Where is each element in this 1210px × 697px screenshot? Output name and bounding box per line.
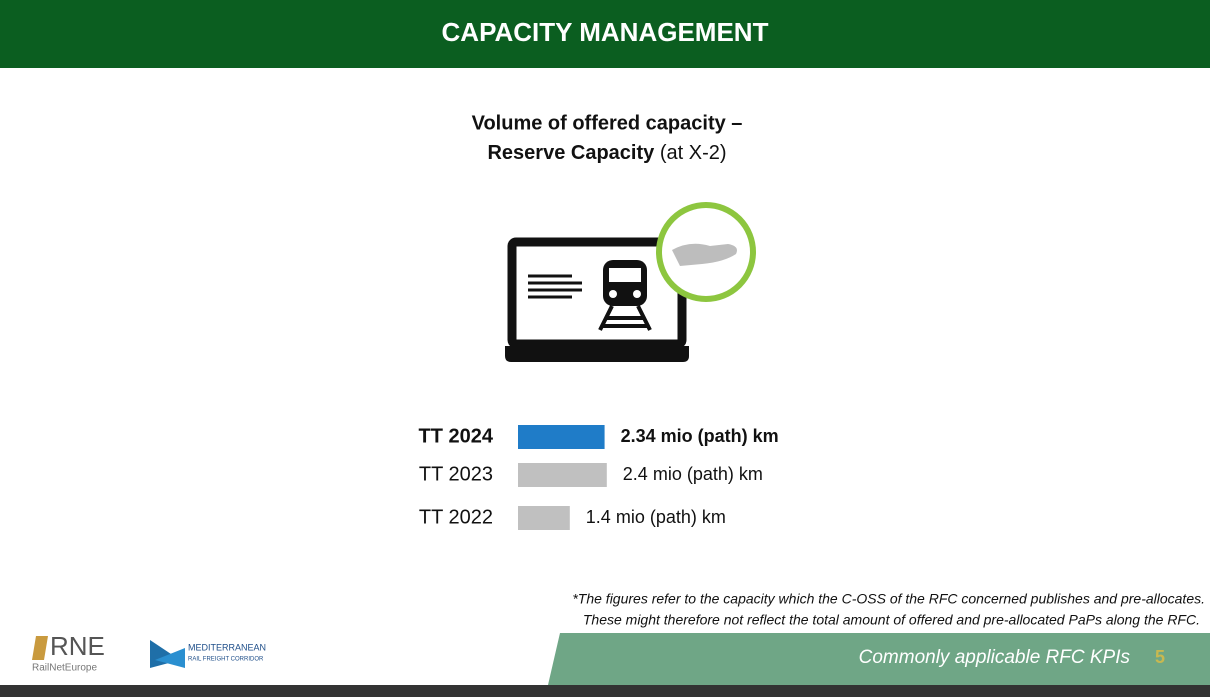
logo-med: RAIL FREIGHT CORRIDOR — [188, 657, 264, 663]
subtitle-rest: (at X-2) — [660, 142, 727, 164]
logos: RNE RailNetEurope MEDITERRANEAN RAIL FRE… — [32, 631, 266, 674]
category-label: TT 2023 — [419, 463, 493, 485]
header-bar — [0, 0, 1210, 68]
header-title: CAPACITY MANAGEMENT — [442, 17, 769, 47]
value-label: 2.34 mio (path) km — [621, 426, 779, 446]
page-number: 5 — [1155, 647, 1165, 667]
value-label: 1.4 mio (path) km — [586, 507, 726, 527]
logo-med: MEDITERRANEAN — [188, 642, 266, 652]
subtitle-bold: Reserve Capacity — [487, 142, 655, 164]
subtitle: Reserve Capacity (at X-2) — [487, 142, 726, 164]
category-label: TT 2022 — [419, 506, 493, 528]
footnote: These might therefore not reflect the to… — [583, 612, 1200, 628]
value-label: 2.4 mio (path) km — [623, 464, 763, 484]
laptop-icon — [505, 202, 756, 362]
bar — [518, 463, 607, 487]
footnote: *The figures refer to the capacity which… — [572, 591, 1205, 607]
logo-rne: RNE — [50, 631, 105, 661]
subtitle: Volume of offered capacity – — [472, 112, 743, 134]
footer-text: Commonly applicable RFC KPIs — [859, 647, 1131, 668]
bar — [518, 506, 570, 530]
bottom-bar — [0, 685, 1210, 697]
bar — [518, 425, 605, 449]
category-label: TT 2024 — [419, 425, 494, 447]
footer-band — [548, 633, 1210, 685]
logo-rne-sub: RailNetEurope — [32, 663, 97, 674]
